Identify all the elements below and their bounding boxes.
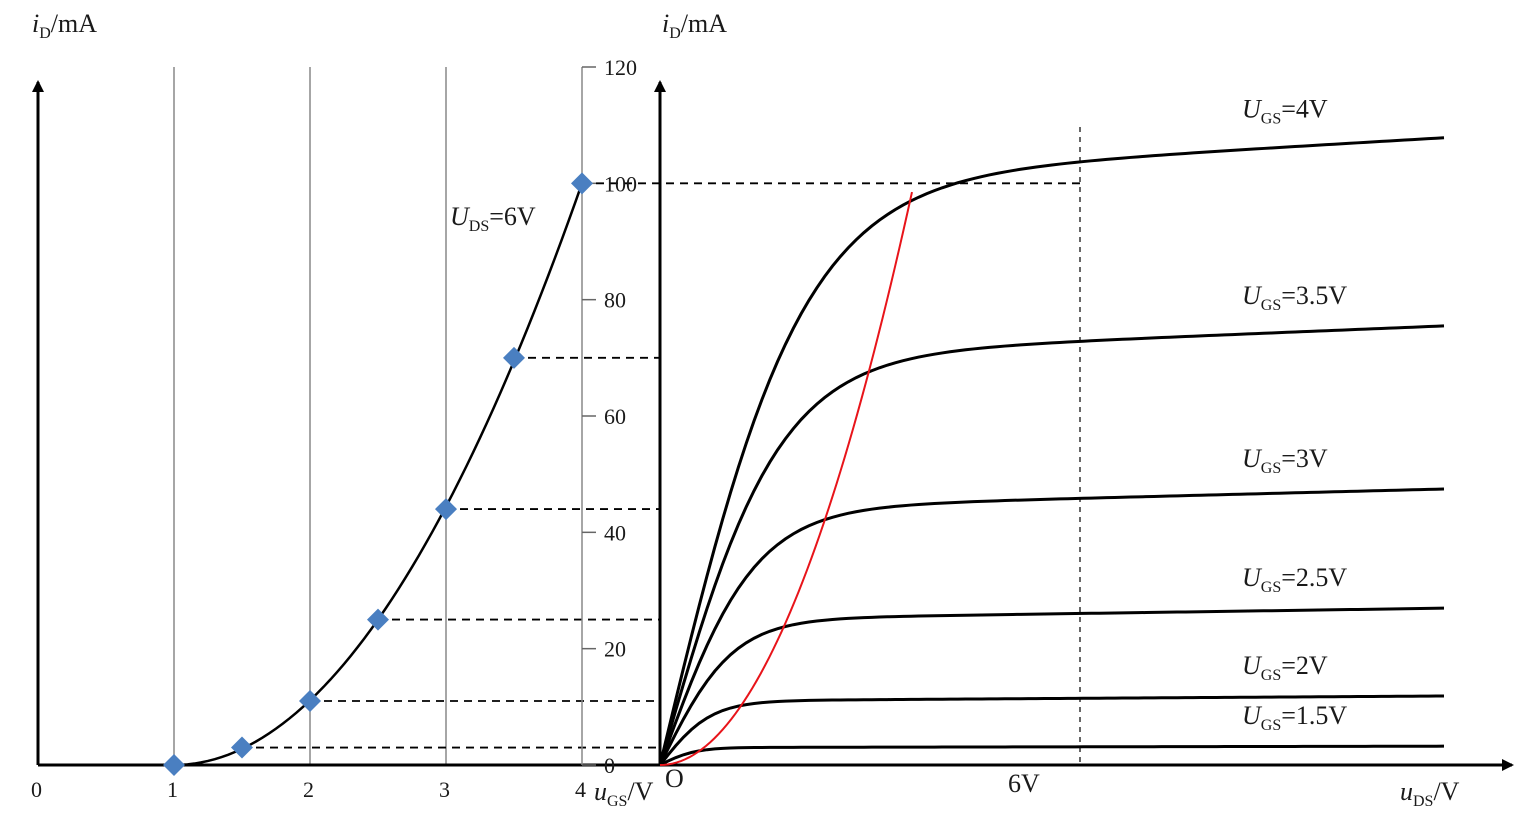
- data-point-marker: [435, 498, 457, 521]
- left-vertical-gridlines: [173, 67, 447, 765]
- output-curve: [658, 136, 1445, 766]
- series-label: UGS=4V: [1242, 95, 1328, 128]
- y-tick-label: 40: [604, 520, 626, 545]
- six-volt-tick-label: 6V: [1008, 769, 1040, 798]
- data-point-marker: [503, 346, 525, 369]
- right-ylabel-rest: /mA: [681, 9, 727, 38]
- output-chart: iD/mA uDS/V O 6V UGS=4VUGS=3.5VUGS=3VUGS…: [654, 9, 1514, 810]
- uds-6v-curve-label: UDS=6V: [450, 202, 536, 235]
- left-xlabel-main: u: [594, 777, 607, 806]
- left-xlabel-rest: /V: [627, 777, 653, 806]
- right-ylabel-main: i: [662, 9, 669, 38]
- output-curve: [658, 487, 1445, 766]
- x-tick-label: 0: [31, 777, 42, 802]
- y-tick-label: 0: [604, 753, 615, 778]
- x-tick-label: 2: [303, 777, 314, 802]
- right-xlabel-rest: /V: [1433, 777, 1459, 806]
- y-tick-label: 100: [604, 171, 637, 196]
- output-curve: [658, 324, 1445, 766]
- series-label: UGS=2V: [1242, 651, 1328, 684]
- right-y-axis-label: iD/mA: [662, 9, 727, 42]
- data-point-marker: [367, 608, 389, 631]
- output-curve: [658, 606, 1445, 766]
- left-ylabel-rest: /mA: [51, 9, 97, 38]
- uds-label-main: U: [450, 202, 471, 231]
- series-label: UGS=3V: [1242, 444, 1328, 477]
- data-point-marker: [299, 690, 321, 713]
- left-x-axis-label: uGS/V: [594, 777, 654, 810]
- data-point-marker: [231, 736, 253, 759]
- uds-label-sub: DS: [469, 218, 489, 235]
- left-y-axis-label: iD/mA: [32, 9, 97, 42]
- y-tick-label: 120: [604, 55, 637, 80]
- uds-label-rest: =6V: [489, 202, 536, 231]
- transfer-data-points: [163, 172, 593, 776]
- left-ylabel-sub: D: [39, 25, 51, 42]
- left-xlabel-sub: GS: [607, 793, 627, 810]
- origin-label: O: [665, 764, 684, 793]
- transfer-curve: [173, 182, 584, 767]
- output-curve: [658, 694, 1445, 766]
- x-tick-label: 1: [167, 777, 178, 802]
- output-curves: [658, 136, 1445, 767]
- series-label: UGS=3.5V: [1242, 281, 1347, 314]
- left-ylabel-main: i: [32, 9, 39, 38]
- right-xlabel-main: u: [1400, 777, 1413, 806]
- pinch-off-boundary-curve: [659, 191, 913, 766]
- y-tick-label: 80: [604, 288, 626, 313]
- series-labels: UGS=4V UGS=3.5V UGS=3V UGS=2.5V UGS=2V UGS=1.…: [1242, 95, 1347, 734]
- y-tick-label: 60: [604, 404, 626, 429]
- series-label: UGS=1.5V: [1242, 701, 1347, 734]
- left-x-ticks: 0 1 2 3 4: [31, 777, 586, 802]
- right-xlabel-sub: DS: [1413, 793, 1433, 810]
- data-point-marker: [163, 754, 185, 776]
- y-tick-label: 20: [604, 637, 626, 662]
- output-curve: [659, 744, 1445, 767]
- right-scale-ticks: 0 20 40 60 80 100 120: [582, 55, 637, 778]
- series-label: UGS=2.5V: [1242, 563, 1347, 596]
- right-x-axis-label: uDS/V: [1400, 777, 1460, 810]
- x-tick-label: 4: [575, 777, 586, 802]
- data-point-marker: [571, 172, 593, 195]
- right-ylabel-sub: D: [669, 25, 681, 42]
- projection-dash-lines: [242, 182, 1080, 749]
- x-tick-label: 3: [439, 777, 450, 802]
